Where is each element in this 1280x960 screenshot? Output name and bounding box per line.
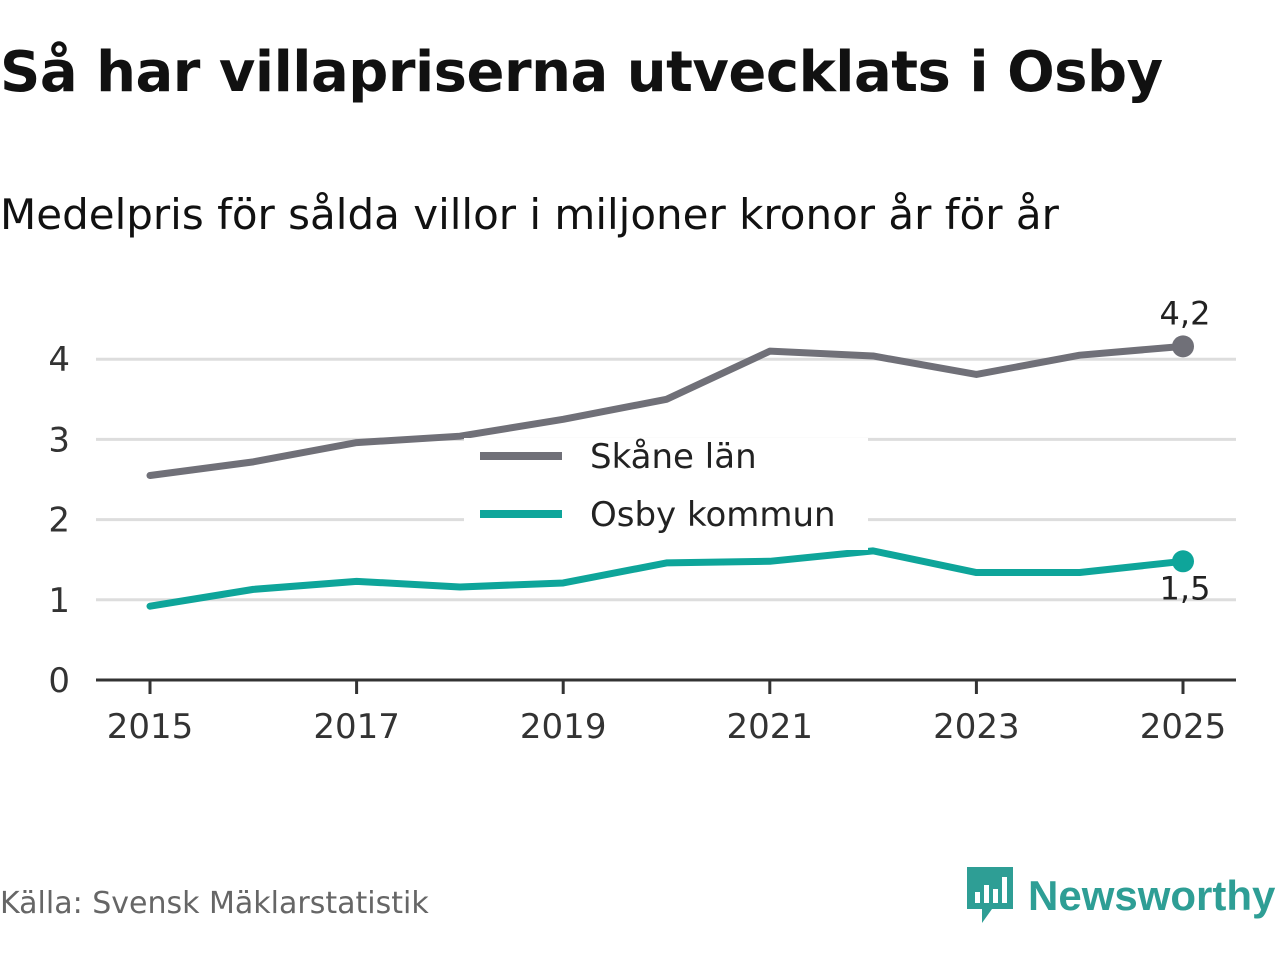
series-lines bbox=[146, 335, 1194, 610]
y-tick-label: 3 bbox=[48, 420, 70, 460]
end-value-label: 1,5 bbox=[1160, 569, 1211, 607]
end-labels: 4,2 1,5 bbox=[1160, 294, 1211, 607]
x-axis-ticks: 2015 2017 2019 2021 2023 2025 bbox=[107, 680, 1227, 747]
newsworthy-icon bbox=[967, 867, 1013, 923]
legend-label: Skåne län bbox=[590, 437, 757, 477]
chart-title: Så har villapriserna utvecklats i Osby bbox=[0, 40, 1163, 105]
y-tick-label: 1 bbox=[48, 581, 70, 621]
x-tick-label: 2017 bbox=[313, 707, 400, 747]
x-tick-label: 2019 bbox=[520, 707, 607, 747]
y-tick-label: 2 bbox=[48, 501, 70, 541]
x-tick-label: 2015 bbox=[107, 707, 194, 747]
chart-subtitle: Medelpris för sålda villor i miljoner kr… bbox=[0, 190, 1059, 239]
y-tick-label: 0 bbox=[48, 661, 70, 701]
x-tick-label: 2023 bbox=[933, 707, 1020, 747]
brand-logo[interactable]: Newsworthy bbox=[964, 864, 1275, 928]
series-end-point-1 bbox=[1172, 550, 1194, 573]
source-note: Källa: Svensk Mäklarstatistik bbox=[0, 886, 429, 921]
legend-label: Osby kommun bbox=[590, 495, 836, 535]
series-line-0 bbox=[146, 342, 1187, 479]
x-tick-label: 2025 bbox=[1140, 707, 1227, 747]
y-axis-ticks: 0 1 2 3 4 bbox=[48, 340, 70, 701]
series-end-point-0 bbox=[1172, 335, 1194, 358]
brand-name: Newsworthy bbox=[1028, 872, 1276, 919]
series-line-1 bbox=[146, 547, 1187, 610]
y-tick-label: 4 bbox=[48, 340, 70, 380]
end-value-label: 4,2 bbox=[1160, 294, 1211, 332]
x-tick-label: 2021 bbox=[727, 707, 814, 747]
legend: Skåne län Osby kommun bbox=[464, 437, 868, 550]
